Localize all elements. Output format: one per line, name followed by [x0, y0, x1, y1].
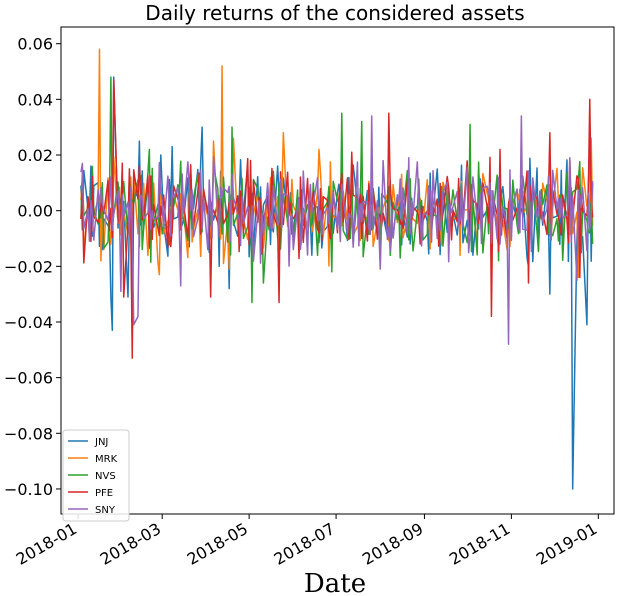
y-tick-label: −0.04 [4, 313, 53, 332]
series-layer [80, 48, 594, 490]
legend: JNJ MRK NVS PFE SNY [62, 429, 130, 522]
legend-label: NVS [95, 471, 116, 482]
legend-box [62, 429, 130, 522]
legend-label: PFE [95, 488, 113, 499]
y-tick-label: −0.02 [4, 257, 53, 276]
y-tick-label: 0.00 [17, 202, 53, 221]
y-tick-label: 0.02 [17, 146, 53, 165]
series-line-sny [80, 115, 594, 345]
plot-frame [60, 26, 615, 515]
y-tick-label: 0.06 [17, 35, 53, 54]
y-tick-label: 0.04 [17, 90, 53, 109]
legend-label: SNY [95, 505, 116, 516]
x-axis-label: Date [304, 569, 366, 596]
y-tick-label: −0.08 [4, 424, 53, 443]
chart-title: Daily returns of the considered assets [145, 1, 524, 25]
legend-label: MRK [95, 454, 118, 465]
y-axis: −0.10 −0.08 −0.06 −0.04 −0.02 0.00 0.02 0.04 0.0… [4, 35, 61, 499]
legend-label: JNJ [94, 437, 108, 448]
y-tick-label: −0.10 [4, 480, 53, 499]
y-tick-label: −0.06 [4, 369, 53, 388]
